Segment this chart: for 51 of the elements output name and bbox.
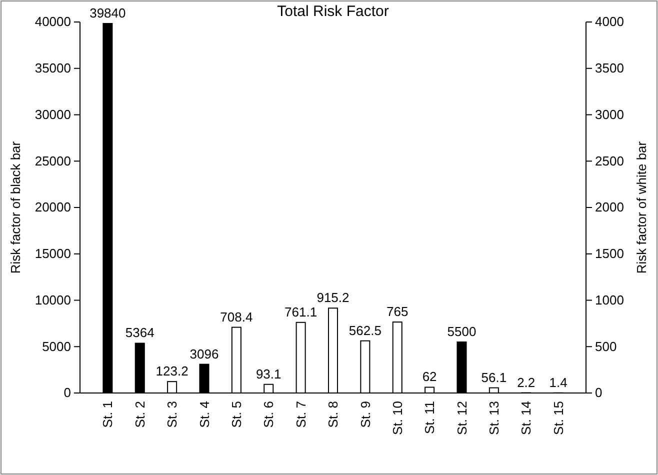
data-label: 562.5 bbox=[348, 322, 382, 338]
y2-tick-label: 2500 bbox=[595, 153, 624, 168]
y2-tick-label: 2000 bbox=[595, 200, 624, 215]
y2-tick-label: 1500 bbox=[595, 246, 624, 262]
x-tick-label: St. 5 bbox=[228, 401, 244, 428]
data-label: 39840 bbox=[90, 5, 126, 20]
y-tick-label: 15000 bbox=[34, 246, 71, 262]
data-label: 5364 bbox=[125, 325, 154, 340]
data-label: 765 bbox=[386, 304, 408, 320]
x-tick-label: St. 15 bbox=[550, 401, 566, 435]
chart-title: Total Risk Factor bbox=[277, 3, 389, 20]
y-axis-title: Risk factor of black bar bbox=[8, 140, 23, 274]
y-tick-label: 10000 bbox=[34, 292, 71, 308]
y2-axis-title: Risk factor of white bar bbox=[634, 140, 649, 274]
y-tick-label: 5000 bbox=[42, 338, 71, 354]
data-label: 123.2 bbox=[156, 364, 188, 379]
x-tick-label: St. 7 bbox=[293, 401, 308, 428]
x-tick-label: St. 2 bbox=[132, 401, 148, 428]
x-tick-label: St. 9 bbox=[358, 401, 373, 428]
data-label: 93.1 bbox=[256, 366, 282, 382]
y-tick-label: 40000 bbox=[34, 14, 71, 30]
x-tick-label: St. 10 bbox=[390, 401, 405, 435]
y-tick-label: 20000 bbox=[34, 200, 71, 215]
y2-tick-label: 4000 bbox=[595, 14, 624, 30]
data-label: 62 bbox=[422, 369, 437, 384]
y-tick-label: 25000 bbox=[34, 153, 71, 168]
x-tick-label: St. 11 bbox=[422, 401, 438, 434]
data-label: 915.2 bbox=[316, 290, 350, 306]
y-tick-label: 0 bbox=[64, 385, 71, 400]
y-tick-label: 35000 bbox=[34, 60, 71, 76]
data-label: 3096 bbox=[190, 346, 219, 362]
data-label: 1.4 bbox=[549, 374, 568, 390]
y-tick-label: 30000 bbox=[34, 106, 71, 122]
y2-tick-label: 1000 bbox=[595, 292, 624, 308]
y2-tick-label: 3000 bbox=[595, 106, 624, 122]
x-tick-label: St. 3 bbox=[164, 401, 180, 428]
y2-tick-label: 3500 bbox=[595, 60, 624, 76]
x-tick-label: St. 8 bbox=[326, 401, 341, 428]
data-label: 56.1 bbox=[481, 370, 507, 385]
x-tick-label: St. 13 bbox=[486, 401, 502, 435]
data-label: 761.1 bbox=[284, 304, 318, 320]
y2-tick-label: 500 bbox=[595, 338, 617, 354]
y2-tick-label: 0 bbox=[595, 385, 602, 400]
data-label: 2.2 bbox=[517, 374, 536, 390]
x-tick-label: St. 12 bbox=[454, 401, 470, 435]
x-tick-label: St. 4 bbox=[196, 401, 212, 428]
x-tick-label: St. 14 bbox=[518, 401, 534, 435]
x-tick-label: St. 1 bbox=[100, 401, 116, 428]
data-label: 708.4 bbox=[220, 309, 253, 324]
x-tick-label: St. 6 bbox=[261, 401, 276, 428]
data-label: 5500 bbox=[447, 324, 476, 339]
